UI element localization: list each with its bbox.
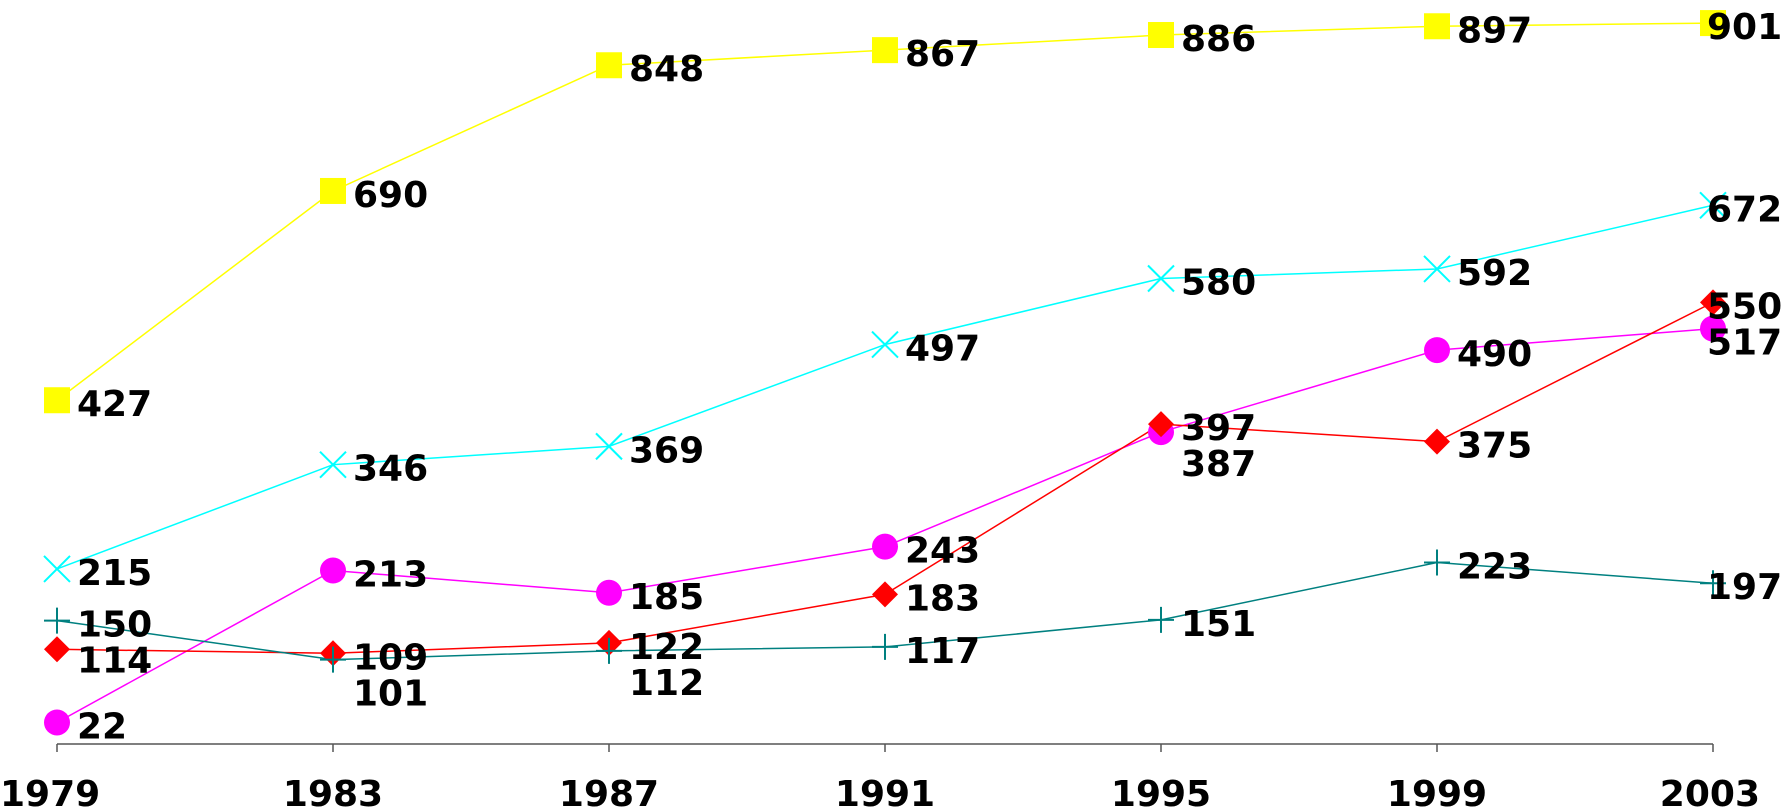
marker bbox=[44, 387, 70, 414]
marker bbox=[1699, 191, 1727, 219]
x-tick-label: 1983 bbox=[283, 774, 383, 812]
x-tick-label: 1999 bbox=[1387, 774, 1487, 812]
marker bbox=[1148, 606, 1174, 633]
data-label: 592 bbox=[1457, 253, 1532, 294]
marker bbox=[872, 633, 898, 660]
x-tick-label: 1979 bbox=[0, 774, 100, 812]
marker bbox=[1700, 570, 1726, 597]
data-label: 497 bbox=[905, 329, 980, 370]
data-label: 580 bbox=[1181, 262, 1256, 303]
x-tick-label: 1987 bbox=[559, 774, 659, 812]
data-label: 114 bbox=[77, 641, 152, 682]
marker bbox=[595, 432, 623, 461]
data-label: 375 bbox=[1457, 426, 1532, 467]
data-label: 427 bbox=[77, 384, 152, 425]
marker bbox=[872, 581, 898, 608]
data-label: 886 bbox=[1181, 19, 1256, 60]
data-label: 672 bbox=[1707, 189, 1782, 230]
data-label: 122 bbox=[629, 627, 704, 668]
marker bbox=[596, 52, 622, 79]
data-label: 112 bbox=[629, 663, 704, 704]
marker bbox=[1700, 315, 1726, 342]
data-label: 369 bbox=[629, 430, 704, 471]
data-label: 22 bbox=[77, 706, 127, 747]
marker bbox=[320, 646, 346, 673]
data-label: 185 bbox=[629, 577, 704, 618]
marker bbox=[1700, 289, 1726, 316]
data-label: 346 bbox=[353, 449, 428, 490]
data-label: 550 bbox=[1707, 286, 1782, 327]
marker bbox=[44, 636, 70, 663]
x-tick-label: 2003 bbox=[1660, 774, 1760, 812]
marker bbox=[44, 709, 70, 736]
marker bbox=[596, 579, 622, 606]
x-tick-label: 1991 bbox=[835, 774, 935, 812]
data-label: 897 bbox=[1457, 10, 1532, 51]
data-label: 197 bbox=[1707, 567, 1782, 608]
data-label: 151 bbox=[1181, 604, 1256, 645]
data-label: 117 bbox=[905, 631, 980, 672]
data-label: 517 bbox=[1707, 322, 1782, 363]
marker bbox=[44, 607, 70, 634]
marker bbox=[319, 450, 347, 479]
x-tick-label: 1995 bbox=[1111, 774, 1211, 812]
data-label: 109 bbox=[353, 637, 428, 678]
data-label: 387 bbox=[1181, 444, 1256, 485]
marker bbox=[872, 37, 898, 64]
data-label: 848 bbox=[629, 49, 704, 90]
data-label: 397 bbox=[1181, 408, 1256, 449]
marker bbox=[1424, 337, 1450, 364]
marker bbox=[1700, 10, 1726, 37]
marker bbox=[596, 637, 622, 664]
data-label: 215 bbox=[77, 553, 152, 594]
data-label: 867 bbox=[905, 34, 980, 75]
marker bbox=[320, 177, 346, 204]
marker bbox=[872, 533, 898, 560]
marker bbox=[1424, 13, 1450, 40]
data-label: 101 bbox=[353, 673, 428, 714]
data-label: 901 bbox=[1707, 7, 1782, 48]
marker bbox=[1147, 264, 1175, 293]
marker bbox=[1148, 411, 1174, 438]
data-label: 223 bbox=[1457, 547, 1532, 588]
data-label: 690 bbox=[353, 175, 428, 216]
data-label: 490 bbox=[1457, 334, 1532, 375]
data-label: 243 bbox=[905, 531, 980, 572]
marker bbox=[1423, 255, 1451, 283]
marker bbox=[1424, 549, 1450, 576]
marker bbox=[1148, 22, 1174, 49]
marker bbox=[871, 330, 899, 359]
data-label: 150 bbox=[77, 605, 152, 646]
marker bbox=[43, 555, 71, 583]
series-line bbox=[56, 327, 1714, 724]
marker bbox=[1424, 428, 1450, 455]
marker bbox=[320, 557, 346, 584]
data-label: 183 bbox=[905, 578, 980, 619]
data-label: 213 bbox=[353, 555, 428, 596]
